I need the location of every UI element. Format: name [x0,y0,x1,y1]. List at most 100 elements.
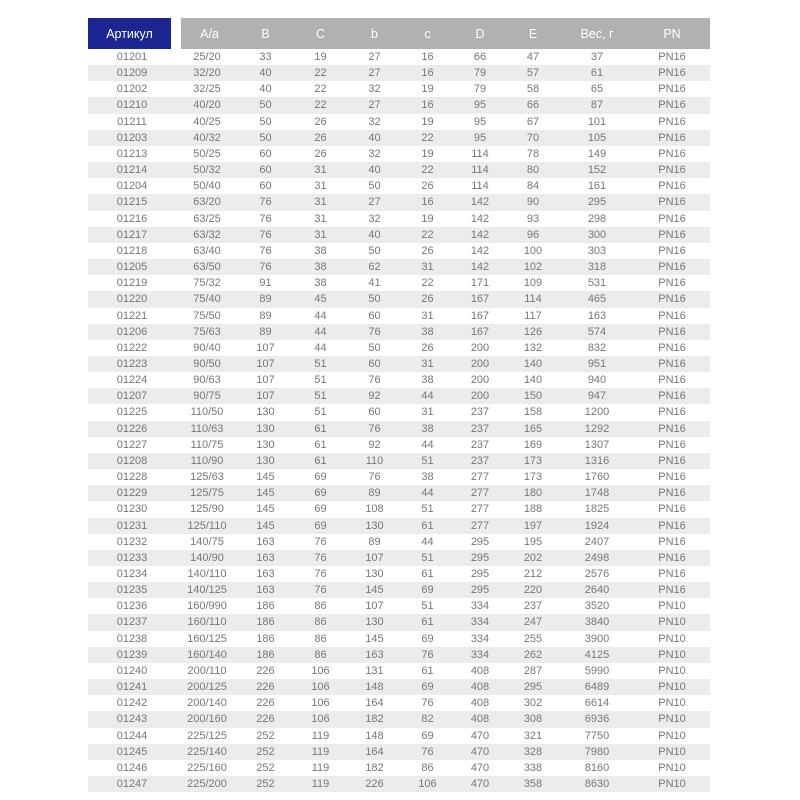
cell-E: 150 [523,390,543,403]
cell-c: 22 [421,277,434,290]
cell-c: 69 [421,681,434,694]
cell-a: 90/75 [193,390,221,403]
cell-pn: PN16 [658,357,686,370]
cell-weight: 152 [587,164,607,177]
cell-B: 226 [256,664,275,677]
cell-D: 142 [470,212,490,225]
cell-pn: PN16 [658,115,686,128]
cell-b: 76 [368,471,381,484]
cell-pn: PN16 [658,454,686,467]
cell-a: 75/50 [193,309,221,322]
cell-article: 01230 [116,503,148,516]
cell-pn: PN10 [658,664,686,677]
cell-weight: 8160 [584,761,610,774]
cell-weight: 2640 [584,584,610,597]
cell-D: 470 [470,729,490,742]
column-header-article: Артикул [88,18,181,49]
cell-b: 32 [368,212,381,225]
table-row: 01245 225/140 252 119 164 76 470 328 7980 PN10 [88,743,710,760]
cell-c: 69 [421,584,434,597]
cell-E: 78 [526,147,540,160]
cell-C: 26 [314,147,327,160]
cell-weight: 1748 [584,487,610,500]
cell-E: 308 [523,713,543,726]
cell-weight: 5990 [584,664,610,677]
cell-b: 145 [365,584,384,597]
cell-pn: PN10 [658,616,686,629]
cell-a: 160/125 [187,632,227,645]
cell-c: 38 [421,471,434,484]
cell-D: 470 [470,778,490,791]
cell-article: 01220 [116,293,148,306]
cell-a: 75/32 [193,277,221,290]
cell-B: 163 [256,535,275,548]
cell-B: 107 [256,341,275,354]
cell-b: 131 [365,664,384,677]
cell-a: 40/32 [193,131,221,144]
cell-C: 26 [314,131,327,144]
cell-a: 63/40 [193,244,221,257]
table-row: 01237 160/110 186 86 130 61 334 247 3840 PN10 [88,614,710,631]
table-row: 01207 90/75 107 51 92 44 200 150 947 PN16 [88,388,710,405]
cell-weight: 163 [587,309,607,322]
table-row: 01209 32/20 40 22 27 16 79 57 61 PN16 [88,65,710,82]
cell-C: 119 [311,745,330,758]
cell-a: 160/140 [187,648,227,661]
cell-b: 40 [368,228,381,241]
cell-E: 132 [523,341,543,354]
cell-c: 19 [421,147,434,160]
table-row: 01204 50/40 60 31 50 26 114 84 161 PN16 [88,178,710,195]
cell-c: 51 [421,600,434,613]
table-row: 01202 32/25 40 22 32 19 79 58 65 PN16 [88,81,710,98]
cell-weight: 318 [587,261,607,274]
cell-article: 01244 [116,729,148,742]
cell-a: 50/32 [193,164,221,177]
cell-a: 200/140 [187,697,227,710]
cell-c: 44 [421,487,434,500]
cell-article: 01229 [116,487,148,500]
cell-article: 01218 [116,244,148,257]
cell-article: 01211 [117,115,147,128]
cell-C: 51 [314,374,327,387]
cell-c: 44 [421,438,434,451]
cell-article: 01214 [116,164,148,177]
column-header-B: В [238,18,293,49]
cell-a: 160/990 [187,600,227,613]
cell-B: 130 [256,438,275,451]
cell-B: 107 [256,374,275,387]
cell-c: 31 [421,261,434,274]
cell-b: 92 [368,390,381,403]
cell-article: 01204 [116,180,148,193]
cell-a: 32/20 [193,67,221,80]
cell-a: 110/63 [190,422,224,435]
cell-pn: PN16 [658,164,686,177]
cell-D: 200 [470,390,490,403]
cell-C: 45 [314,293,327,306]
cell-C: 22 [314,99,327,112]
table-row: 01233 140/90 163 76 107 51 295 202 2498 PN16 [88,549,710,566]
table-row: 01213 50/25 60 26 32 19 114 78 149 PN16 [88,145,710,163]
cell-article: 01226 [116,422,148,435]
cell-c: 76 [421,648,434,661]
cell-E: 212 [523,568,543,580]
cell-D: 237 [470,454,490,467]
cell-C: 76 [314,551,327,564]
table-row: 01224 90/63 107 51 76 38 200 140 940 PN16 [88,372,710,389]
cell-D: 277 [470,519,490,532]
cell-C: 69 [314,471,327,484]
cell-C: 61 [314,438,327,451]
cell-c: 16 [421,99,434,112]
cell-D: 334 [470,616,490,629]
cell-c: 82 [421,713,434,726]
cell-weight: 2576 [584,568,610,580]
cell-pn: PN16 [658,99,686,112]
cell-b: 110 [365,454,384,467]
cell-a: 140/125 [187,584,227,597]
cell-E: 328 [523,745,543,758]
cell-b: 108 [365,503,384,516]
cell-D: 334 [470,632,490,645]
cell-b: 50 [368,244,381,257]
cell-C: 119 [311,761,330,774]
table-row: 01246 225/160 252 119 182 86 470 338 8160 PN10 [88,759,710,777]
